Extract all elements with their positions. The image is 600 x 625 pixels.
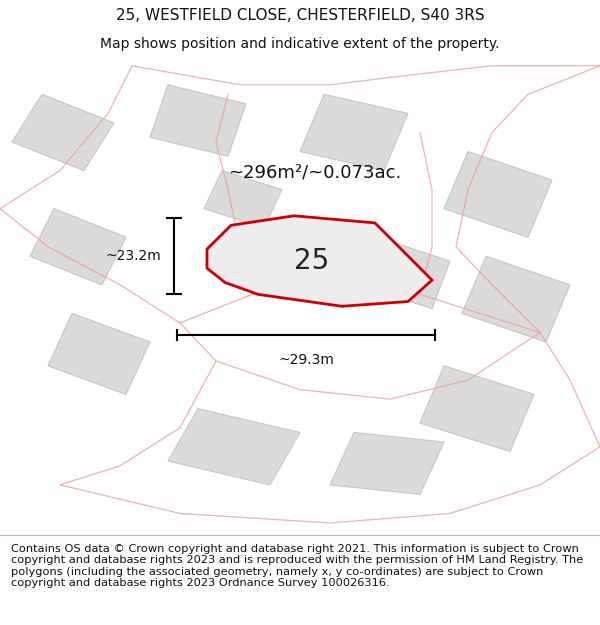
Polygon shape — [444, 151, 552, 238]
Polygon shape — [150, 85, 246, 156]
Text: 25: 25 — [295, 247, 329, 275]
Text: ~296m²/~0.073ac.: ~296m²/~0.073ac. — [228, 164, 401, 182]
Polygon shape — [12, 94, 114, 171]
Text: ~23.2m: ~23.2m — [105, 249, 161, 263]
Text: ~29.3m: ~29.3m — [278, 353, 334, 367]
Polygon shape — [420, 366, 534, 451]
Text: Map shows position and indicative extent of the property.: Map shows position and indicative extent… — [100, 37, 500, 51]
Polygon shape — [330, 432, 444, 494]
Text: Contains OS data © Crown copyright and database right 2021. This information is : Contains OS data © Crown copyright and d… — [11, 544, 583, 588]
Polygon shape — [204, 171, 282, 227]
Polygon shape — [168, 409, 300, 485]
Polygon shape — [300, 94, 408, 171]
Text: 25, WESTFIELD CLOSE, CHESTERFIELD, S40 3RS: 25, WESTFIELD CLOSE, CHESTERFIELD, S40 3… — [116, 8, 484, 23]
Polygon shape — [360, 238, 450, 309]
Polygon shape — [462, 256, 570, 342]
Polygon shape — [48, 313, 150, 394]
Polygon shape — [30, 209, 126, 285]
Polygon shape — [207, 216, 432, 306]
